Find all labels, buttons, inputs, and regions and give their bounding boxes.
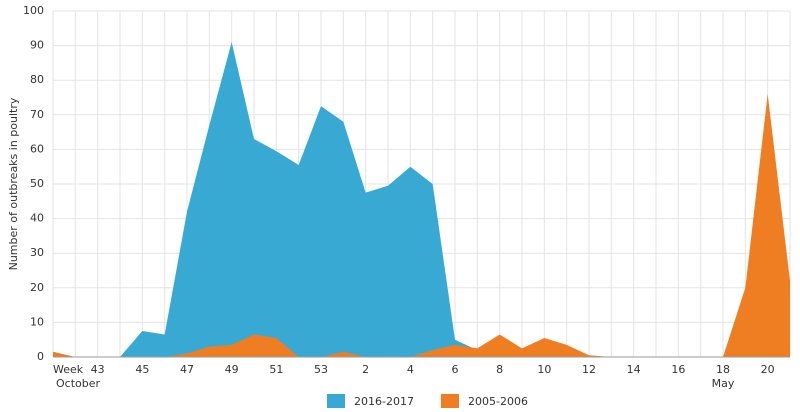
legend-label: 2016-2017 — [354, 395, 414, 408]
x-tick-label: 49 — [225, 363, 239, 376]
x-tick-label: 18 — [716, 363, 730, 376]
y-tick-label: 20 — [30, 281, 44, 294]
y-tick-label: 100 — [23, 4, 44, 17]
y-tick-label: 30 — [30, 246, 44, 259]
x-tick-label: Week — [53, 363, 84, 376]
x-tick-label: 43 — [91, 363, 105, 376]
y-tick-label: 10 — [30, 315, 44, 328]
x-tick-label: 10 — [537, 363, 551, 376]
area — [53, 42, 790, 357]
y-tick-label: 70 — [30, 108, 44, 121]
x-tick-label: 53 — [314, 363, 328, 376]
x-tick-label: 6 — [452, 363, 459, 376]
x-tick-label: 12 — [582, 363, 596, 376]
month-annotation: May — [712, 377, 735, 390]
y-tick-label: 60 — [30, 142, 44, 155]
y-tick-label: 90 — [30, 39, 44, 52]
x-tick-label: 51 — [269, 363, 283, 376]
y-axis-title: Number of outbreaks in poultry — [7, 97, 20, 270]
x-tick-label: 14 — [627, 363, 641, 376]
y-tick-label: 40 — [30, 212, 44, 225]
legend-swatch — [327, 394, 345, 408]
x-tick-label: 16 — [671, 363, 685, 376]
legend-label: 2005-2006 — [468, 395, 528, 408]
x-tick-label: 2 — [362, 363, 369, 376]
y-tick-label: 0 — [37, 350, 44, 363]
legend-swatch — [441, 394, 459, 408]
x-tick-label: 4 — [407, 363, 414, 376]
x-tick-label: 20 — [761, 363, 775, 376]
x-tick-label: 8 — [496, 363, 503, 376]
month-annotation: October — [56, 377, 100, 390]
y-tick-label: 80 — [30, 73, 44, 86]
x-tick-label: 45 — [135, 363, 149, 376]
x-tick-label: 47 — [180, 363, 194, 376]
y-tick-label: 50 — [30, 177, 44, 190]
